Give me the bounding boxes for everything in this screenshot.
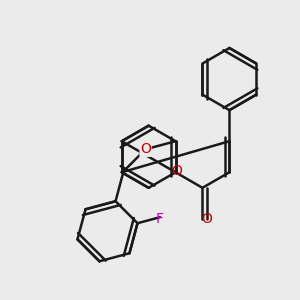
Text: F: F xyxy=(156,212,164,226)
Text: O: O xyxy=(201,212,212,226)
Text: O: O xyxy=(140,142,151,156)
Text: O: O xyxy=(172,164,182,178)
